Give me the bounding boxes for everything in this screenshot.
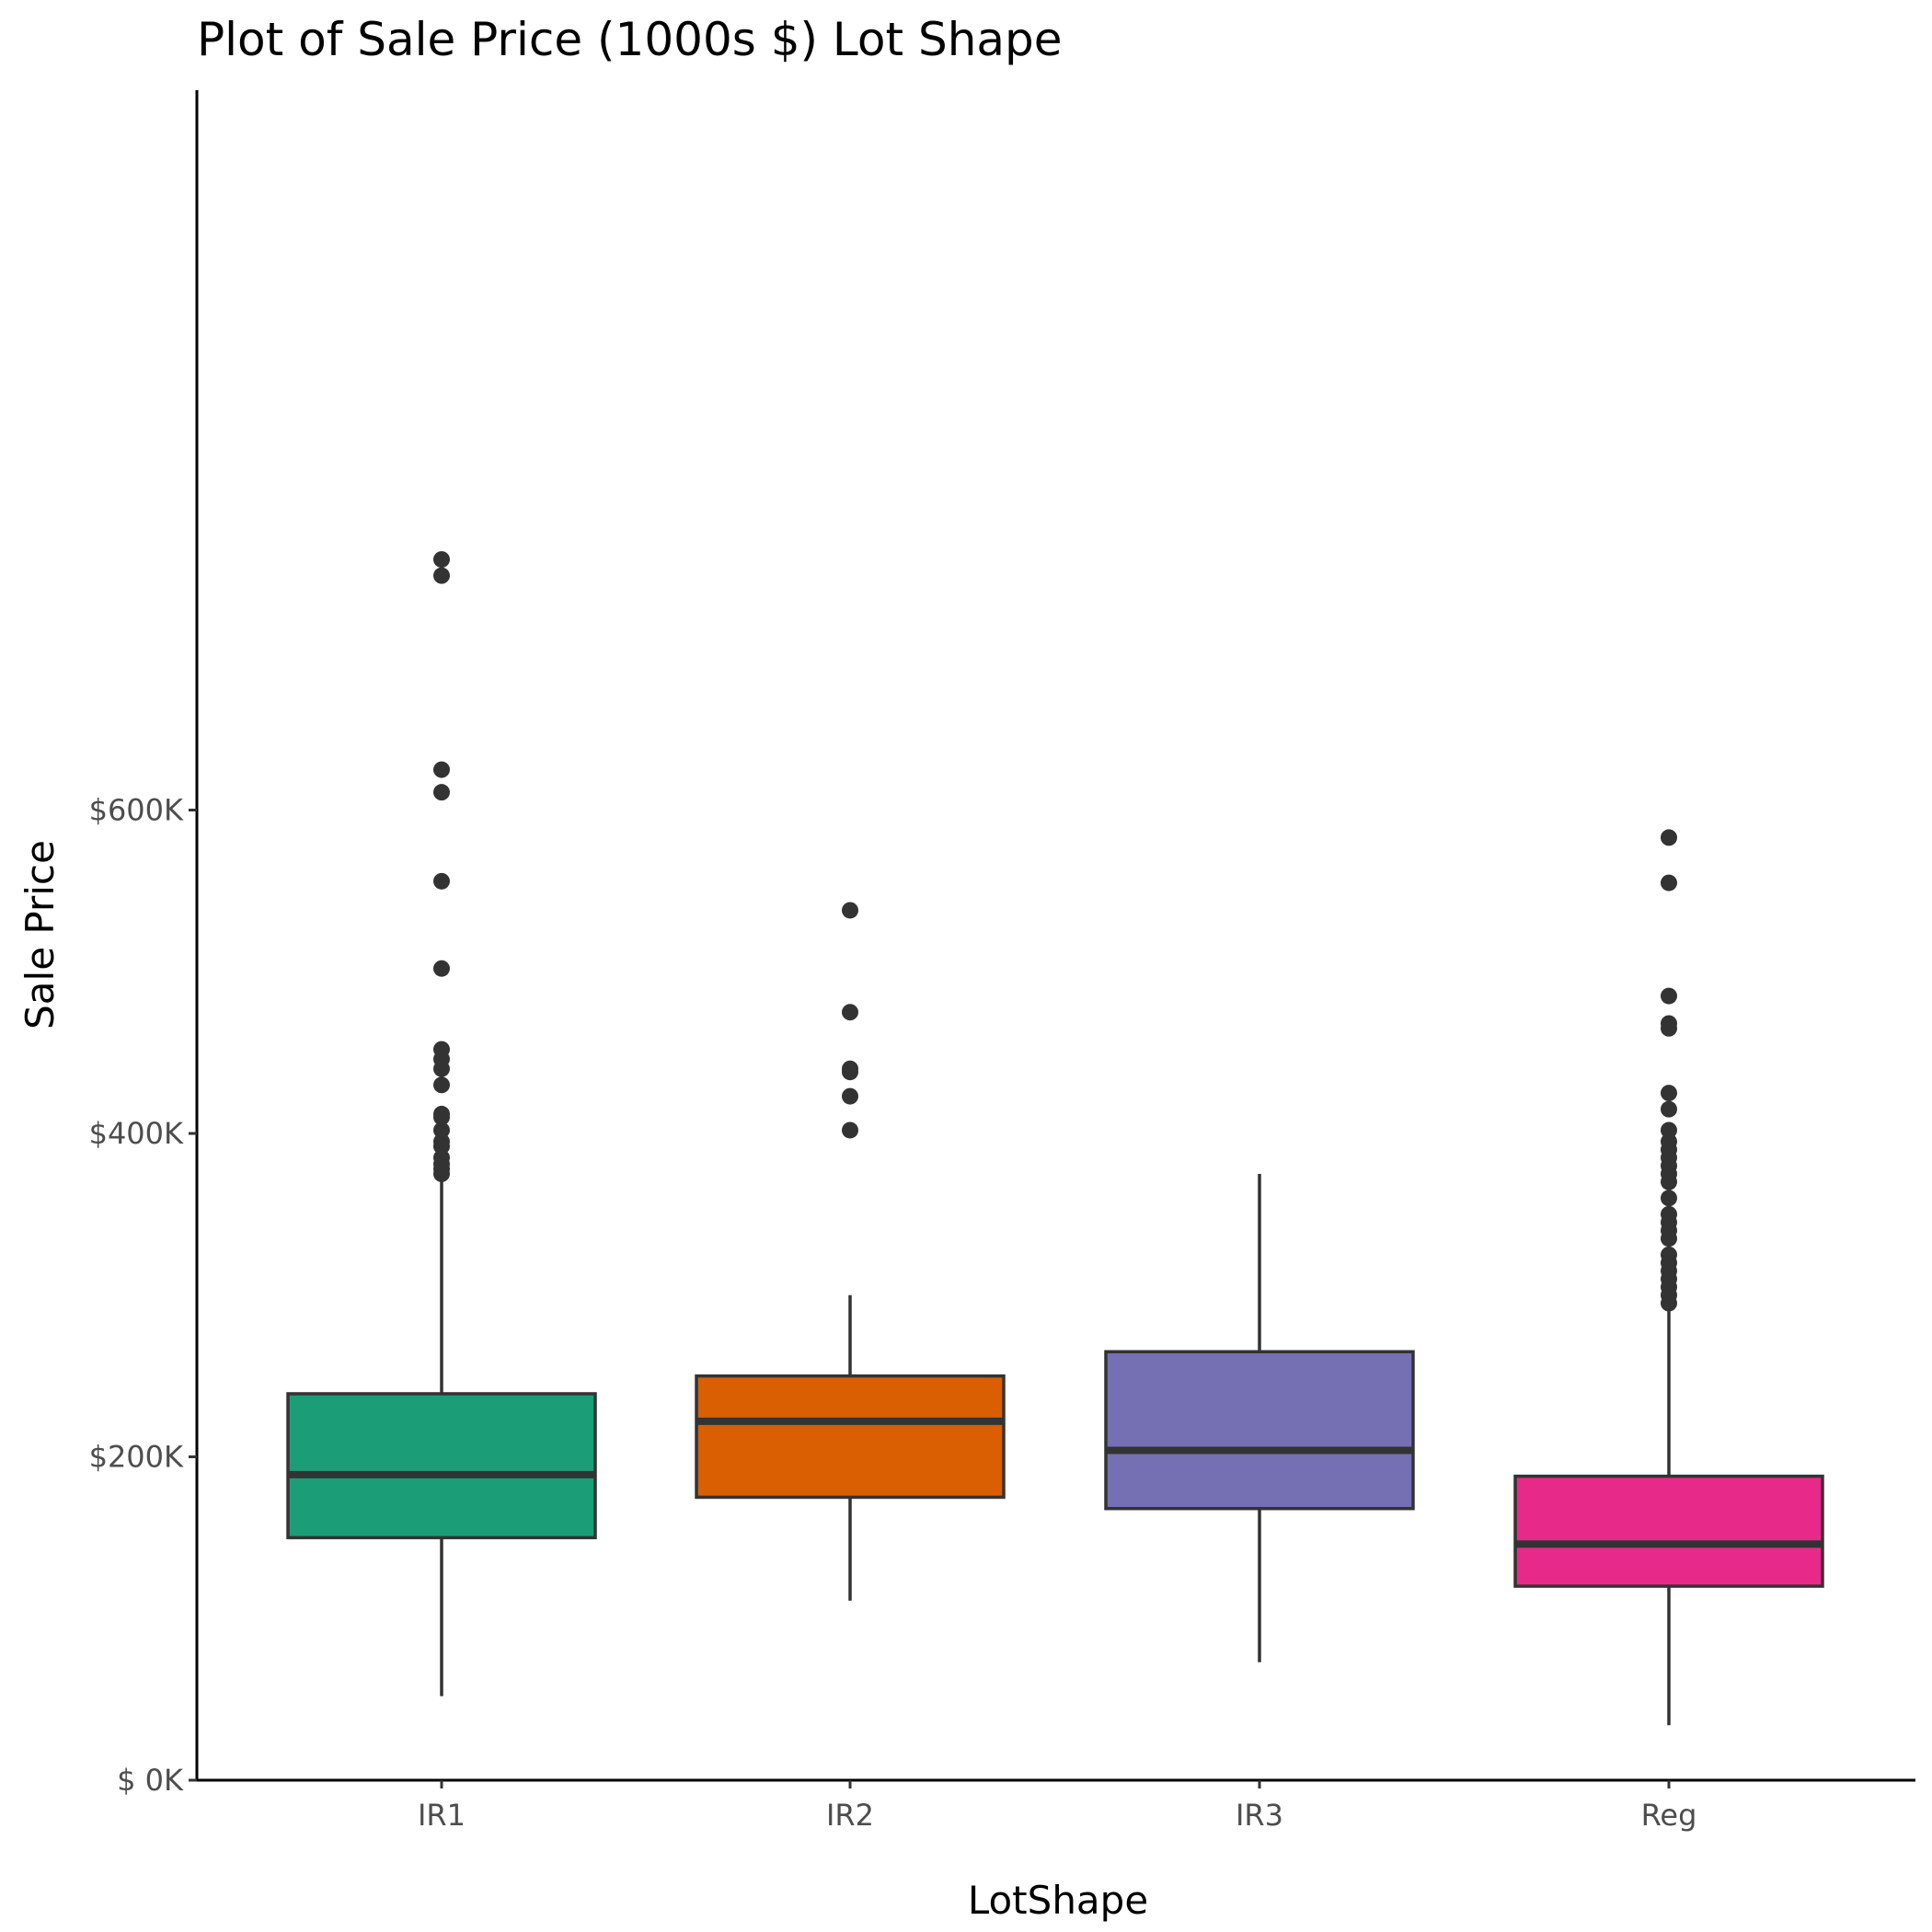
x-axis-title: LotShape [968,1878,1148,1923]
box-ir3 [1104,1173,1415,1662]
outlier-point-reg [1661,829,1677,846]
x-tick-label-ir2: IR2 [826,1798,874,1833]
y-axis-title: Sale Price [17,840,63,1029]
outlier-point-ir2 [842,1087,858,1105]
outlier-point-reg [1661,1205,1677,1223]
box-ir1 [286,551,597,1696]
boxes-layer [286,551,1824,1726]
outlier-point-ir2 [842,902,858,919]
outlier-point-ir1 [433,761,450,778]
ticks-layer: IR1 IR2 IR3 Reg $ 0K $200K $400K $600K [89,793,1697,1834]
outlier-point-reg [1661,1246,1677,1263]
outlier-point-ir1 [433,784,450,801]
outlier-point-ir1 [433,872,450,890]
outlier-point-ir1 [433,1076,450,1094]
outlier-point-ir1 [433,551,450,569]
x-tick-label-reg: Reg [1641,1798,1697,1833]
y-tick-label-600: $600K [89,793,184,828]
outlier-point-ir1 [433,1105,450,1122]
x-tick-label-ir3: IR3 [1236,1798,1283,1833]
outlier-point-ir2 [842,1121,858,1139]
outlier-point-reg [1661,1015,1677,1032]
outlier-point-reg [1661,874,1677,891]
outlier-point-reg [1661,1121,1677,1139]
outlier-point-reg [1661,1100,1677,1118]
iqr-box-ir2 [695,1374,1006,1500]
x-tick-label-ir1: IR1 [418,1798,466,1833]
outlier-point-reg [1661,1190,1677,1207]
outlier-point-ir1 [433,1041,450,1058]
outlier-point-reg [1661,1133,1677,1150]
iqr-box-reg [1513,1474,1824,1588]
outlier-point-reg [1661,1085,1677,1102]
iqr-box-ir3 [1104,1350,1415,1511]
outlier-point-ir1 [433,567,450,584]
outlier-point-reg [1661,987,1677,1005]
outlier-point-ir2 [842,1060,858,1077]
outlier-point-ir1 [433,1133,450,1150]
axes-layer [195,90,1915,1782]
box-reg [1513,829,1824,1726]
chart-title: Plot of Sale Price (1000s $) Lot Shape [197,13,1063,66]
outlier-point-ir1 [433,1121,450,1139]
box-ir2 [695,902,1006,1601]
y-tick-label-400: $400K [89,1116,184,1151]
y-tick-label-0: $ 0K [117,1763,184,1798]
y-tick-label-200: $200K [89,1440,184,1475]
iqr-box-ir1 [286,1392,597,1540]
outlier-point-ir2 [842,1004,858,1021]
outlier-point-ir1 [433,960,450,977]
outlier-point-ir1 [433,1149,450,1167]
